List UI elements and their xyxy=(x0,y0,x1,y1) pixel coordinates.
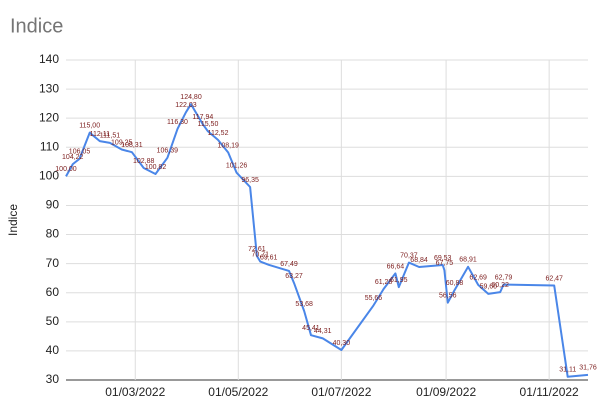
y-axis-label: Indice xyxy=(6,204,20,236)
value-label: 68,91 xyxy=(459,257,477,264)
value-label: 101,26 xyxy=(226,163,248,170)
y-tick-label: 70 xyxy=(46,256,60,270)
value-label: 66,64 xyxy=(387,263,405,270)
value-label: 67,49 xyxy=(280,261,298,268)
y-tick-label: 120 xyxy=(39,110,59,124)
y-tick-label: 60 xyxy=(46,285,60,299)
value-label: 70,37 xyxy=(400,252,418,259)
value-label: 122,03 xyxy=(175,102,197,109)
value-label: 115,50 xyxy=(197,121,218,128)
value-label: 63,27 xyxy=(285,273,303,280)
value-label: 60,22 xyxy=(491,282,509,289)
value-label: 69,61 xyxy=(260,255,278,262)
value-label: 106,39 xyxy=(157,148,179,155)
value-label: 111,51 xyxy=(100,133,120,140)
y-tick-label: 40 xyxy=(46,343,60,357)
value-label: 31,76 xyxy=(579,365,597,372)
value-label: 124,80 xyxy=(180,94,202,101)
value-label: 62,47 xyxy=(545,275,563,282)
y-tick-label: 130 xyxy=(39,81,59,95)
value-label: 100,82 xyxy=(145,164,167,171)
y-tick-label: 110 xyxy=(40,139,59,153)
value-label: 68,84 xyxy=(410,257,428,264)
value-label: 61,28 xyxy=(375,279,393,286)
y-tick-label: 80 xyxy=(46,227,60,241)
value-label: 117,94 xyxy=(192,114,213,121)
value-label: 40,30 xyxy=(333,340,351,347)
value-label: 112,52 xyxy=(208,130,229,137)
value-label: 108,19 xyxy=(217,142,239,149)
value-label: 44,31 xyxy=(314,328,332,335)
value-label: 62,69 xyxy=(469,275,487,282)
line xyxy=(65,103,589,378)
value-label: 108,31 xyxy=(121,142,143,149)
y-tick-label: 140 xyxy=(39,52,59,66)
value-label: 116,30 xyxy=(167,119,188,126)
value-label: 109,25 xyxy=(111,139,133,146)
value-label: 96,35 xyxy=(241,177,259,184)
value-label: 59,60 xyxy=(480,284,498,291)
x-tick-label: 01/03/2022 xyxy=(105,385,165,399)
y-tick-label: 30 xyxy=(46,372,60,386)
value-label: 72,61 xyxy=(248,246,266,253)
value-label: 67,75 xyxy=(436,260,454,267)
value-label: 60,88 xyxy=(446,280,464,287)
value-label: 69,53 xyxy=(434,255,452,262)
value-label: 106,05 xyxy=(69,149,91,156)
value-label: 62,79 xyxy=(495,274,513,281)
y-tick-label: 100 xyxy=(39,169,59,183)
value-label: 100,00 xyxy=(55,166,77,173)
value-label: 53,68 xyxy=(295,301,313,308)
value-label: 55,66 xyxy=(365,295,383,302)
value-label: 45,41 xyxy=(302,325,320,332)
x-tick-label: 01/11/2022 xyxy=(520,385,579,399)
y-tick-label: 50 xyxy=(46,314,60,328)
value-label: 112,11 xyxy=(90,131,110,138)
x-tick-label: 01/07/2022 xyxy=(311,385,371,399)
value-label: 104,22 xyxy=(62,154,84,161)
x-tick-label: 01/05/2022 xyxy=(208,385,268,399)
value-label: 31,11 xyxy=(559,367,576,374)
x-tick-label: 01/09/2022 xyxy=(416,385,476,399)
value-label: 70,71 xyxy=(252,251,270,258)
value-label: 61,95 xyxy=(390,277,408,284)
chart-title: Indice xyxy=(10,15,63,37)
value-label: 102,88 xyxy=(133,158,155,165)
y-tick-label: 90 xyxy=(46,198,60,212)
value-label: 115,00 xyxy=(79,123,100,130)
value-label: 56,56 xyxy=(439,293,457,300)
